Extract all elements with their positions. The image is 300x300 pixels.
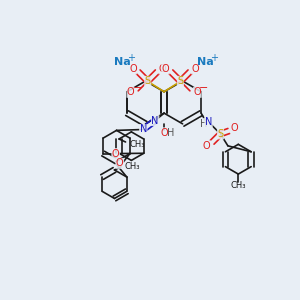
Text: O: O xyxy=(159,64,167,74)
Text: CH₃: CH₃ xyxy=(129,140,145,149)
Text: +: + xyxy=(127,53,135,64)
Text: S: S xyxy=(177,76,184,86)
Text: CH₃: CH₃ xyxy=(230,181,246,190)
Text: H: H xyxy=(200,118,207,128)
Text: O: O xyxy=(203,141,211,151)
Text: −: − xyxy=(133,83,142,94)
Text: +: + xyxy=(210,53,218,64)
Text: O: O xyxy=(162,64,170,74)
Text: N: N xyxy=(140,124,147,134)
Text: O: O xyxy=(191,64,199,74)
Text: O: O xyxy=(194,87,201,97)
Text: S: S xyxy=(145,76,151,86)
Text: −: − xyxy=(199,83,208,94)
Text: O: O xyxy=(160,128,168,138)
Text: O: O xyxy=(112,148,119,159)
Text: O: O xyxy=(230,123,238,133)
Text: CH₃: CH₃ xyxy=(124,162,140,171)
Text: O: O xyxy=(129,64,137,74)
Text: S: S xyxy=(218,129,224,139)
Text: H: H xyxy=(167,128,174,138)
Text: N: N xyxy=(152,116,159,126)
Text: Na: Na xyxy=(114,57,131,67)
Text: O: O xyxy=(127,87,135,97)
Text: O: O xyxy=(116,158,124,168)
Text: N: N xyxy=(205,117,212,128)
Text: Na: Na xyxy=(197,57,214,67)
